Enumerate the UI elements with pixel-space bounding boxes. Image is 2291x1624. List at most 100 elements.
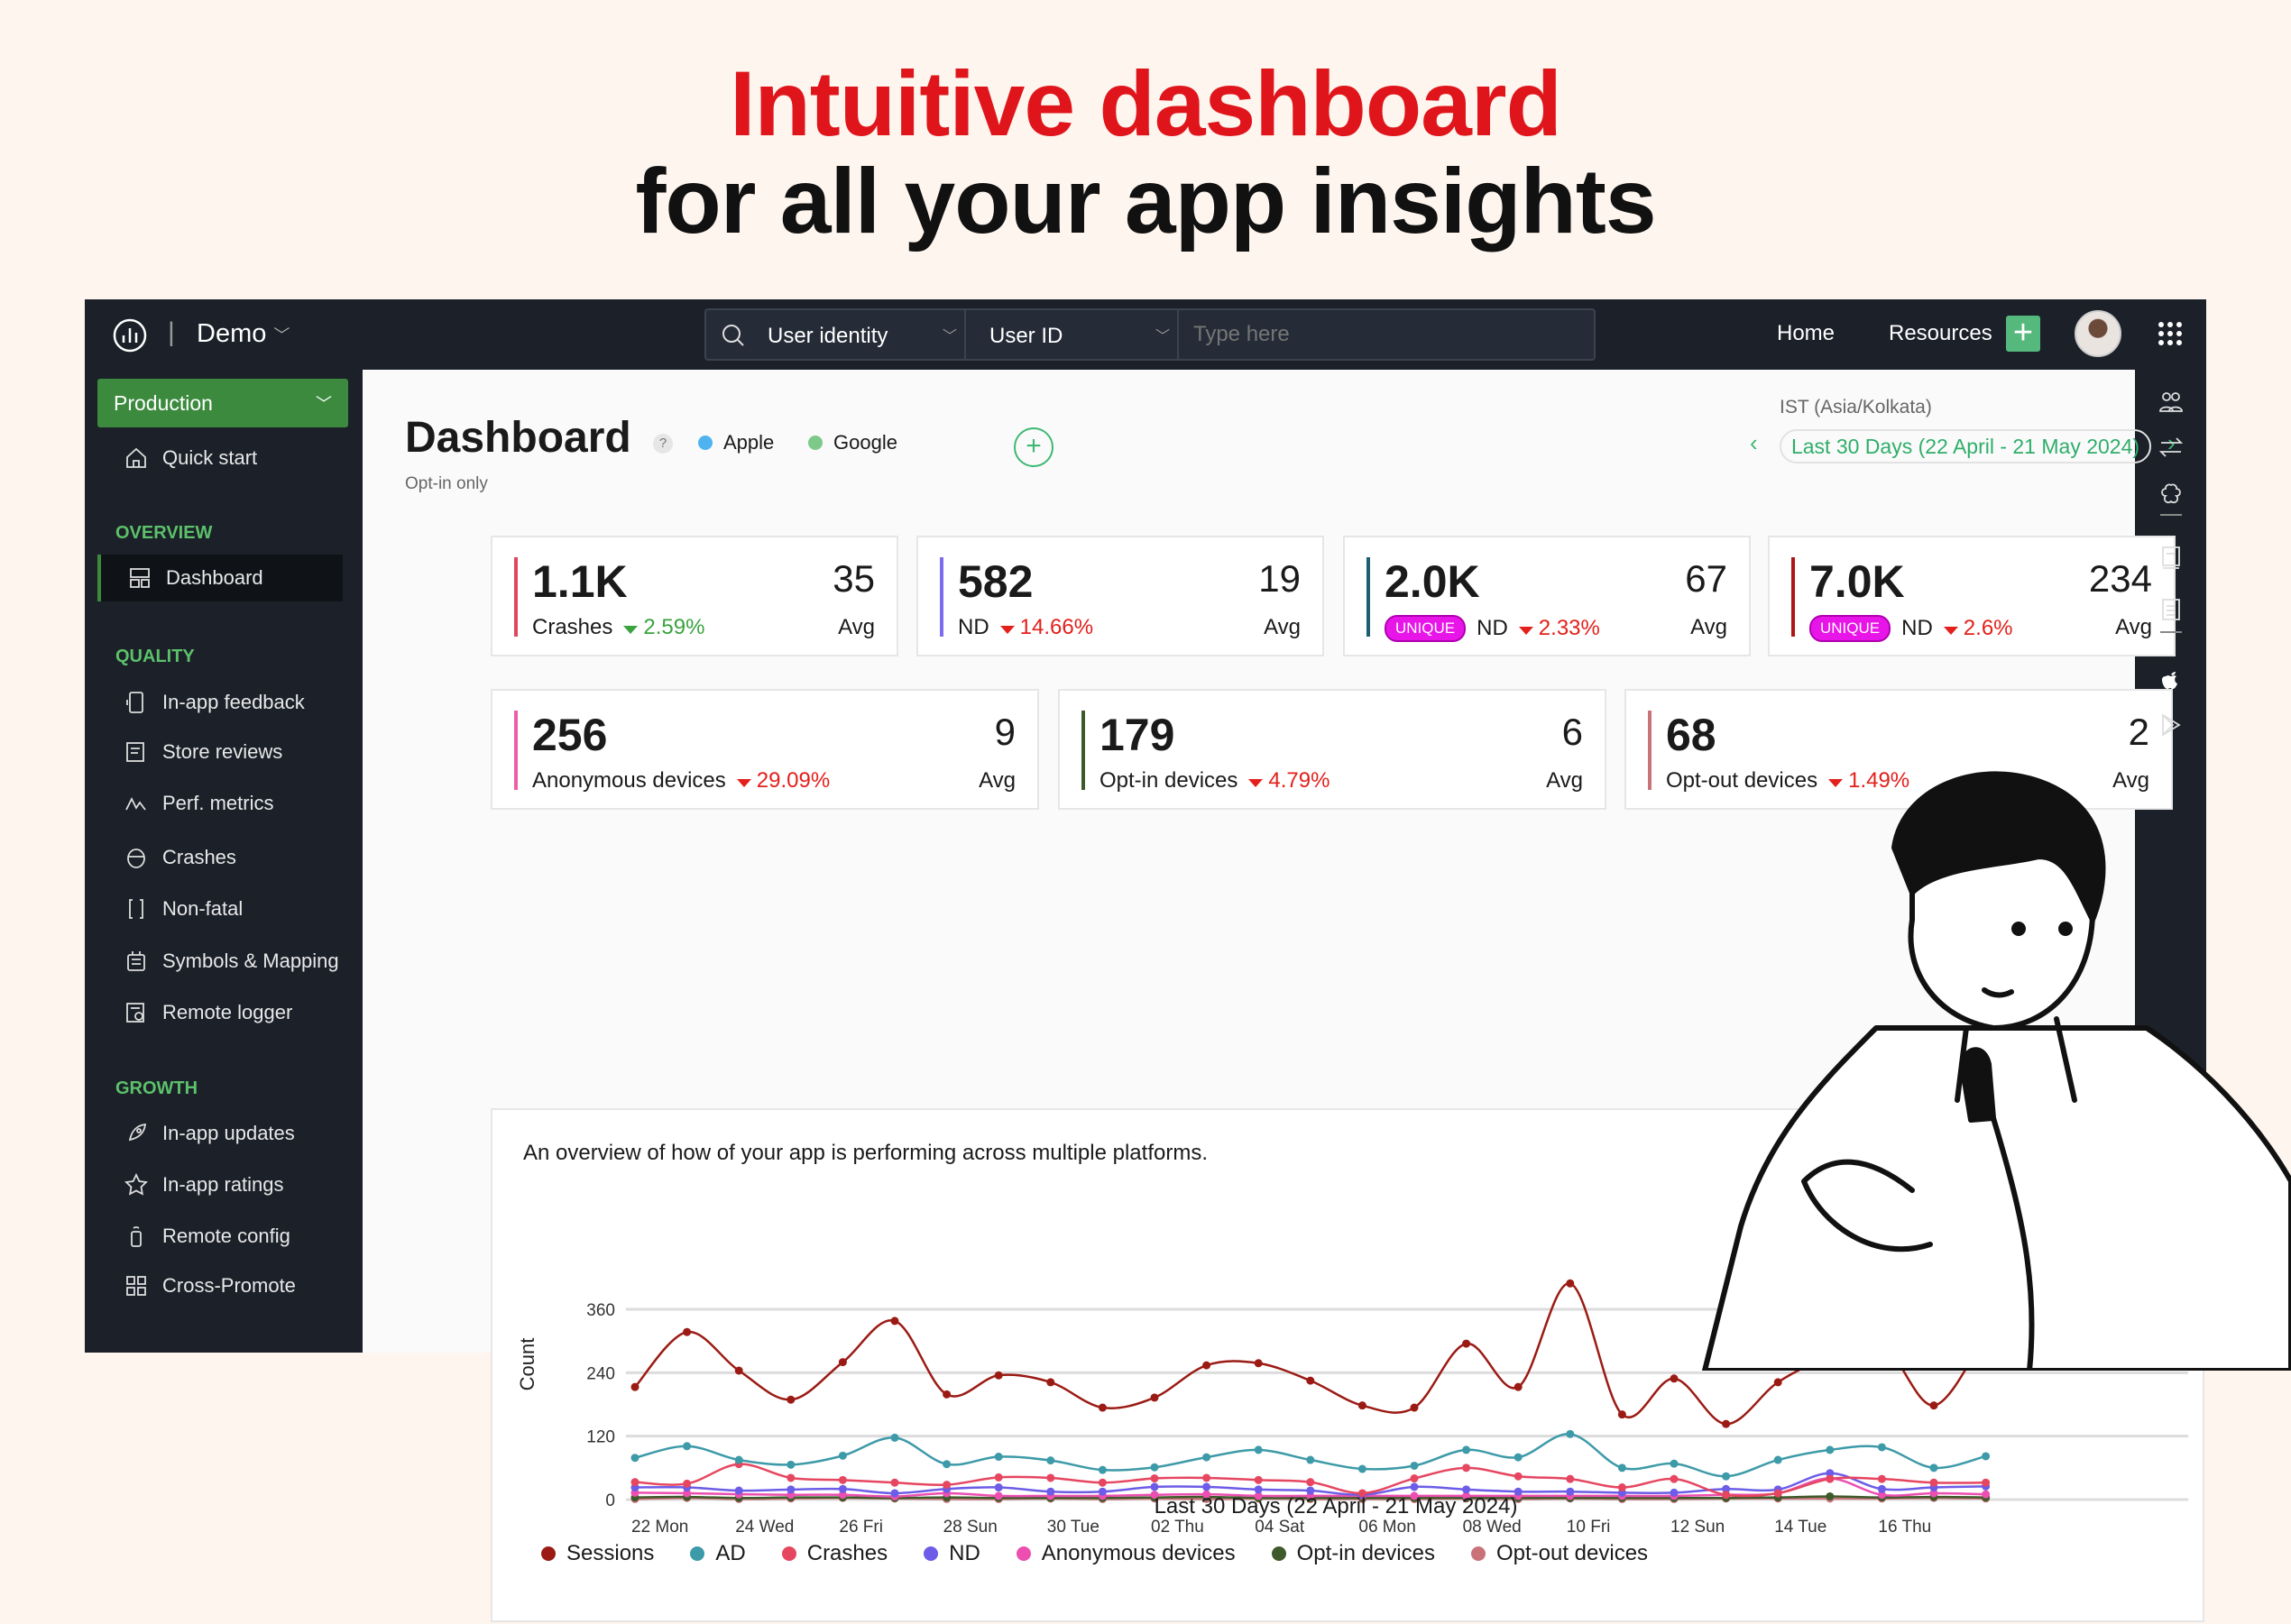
sidebar-item-label: Cross-Promote <box>162 1274 296 1297</box>
divider <box>964 310 966 359</box>
data-point <box>1566 1474 1575 1483</box>
document-icon[interactable] <box>2158 597 2184 622</box>
user-avatar[interactable] <box>2075 310 2121 357</box>
trend-down-icon <box>1943 627 1958 635</box>
card-accent-bar <box>1366 557 1370 637</box>
y-tick-label: 240 <box>586 1364 615 1383</box>
platform-apple[interactable]: Apple <box>698 431 774 454</box>
apple-icon[interactable] <box>2158 667 2184 693</box>
data-point <box>1462 1485 1471 1494</box>
dictionary-icon[interactable] <box>2158 545 2184 570</box>
prev-range-chevron-icon[interactable]: ‹ <box>1750 429 1758 456</box>
right-rail <box>2135 370 2206 1353</box>
platform-label: Google <box>833 431 897 454</box>
card-label: Anonymous devices <box>532 768 726 793</box>
card-value: 68 <box>1666 710 1716 760</box>
add-platform-button[interactable]: + <box>1014 427 1053 467</box>
card-avg-value: 6 <box>1561 711 1583 753</box>
symbols-icon <box>127 951 145 971</box>
sidebar-item-symbols-mapping[interactable]: Symbols & Mapping <box>97 938 343 985</box>
data-point <box>1098 1465 1107 1474</box>
data-point <box>1670 1459 1679 1468</box>
swap-icon[interactable] <box>2158 435 2184 460</box>
sidebar-item-quick-start[interactable]: Quick start <box>97 435 343 482</box>
card-label: Crashes <box>532 615 613 639</box>
sidebar-item-perf-metrics[interactable]: Perf. metrics <box>97 780 343 827</box>
dashboard-icon <box>130 568 150 588</box>
legend-item[interactable]: Crashes <box>781 1541 888 1566</box>
x-tick-label: 04 Sat <box>1255 1518 1305 1537</box>
card-change-value: 2.59% <box>643 615 705 639</box>
metric-card[interactable]: 582 19 ND 14.66% Avg <box>916 536 1324 656</box>
sidebar-item-remote-logger[interactable]: Remote logger <box>97 989 343 1036</box>
search-input[interactable] <box>1193 317 1581 352</box>
sidebar-item-cross-promote[interactable]: Cross-Promote <box>97 1262 343 1309</box>
metric-card[interactable]: 7.0K 234 UNIQUE ND 2.6% Avg <box>1768 536 2176 656</box>
search-field-select[interactable]: User ID ﹀ <box>989 324 1170 349</box>
project-selector[interactable]: Demo ﹀ <box>197 319 290 349</box>
metric-card[interactable]: 1.1K 35 Crashes 2.59% Avg <box>491 536 898 656</box>
add-button[interactable]: + <box>2006 316 2040 352</box>
data-point <box>1410 1461 1419 1470</box>
help-icon[interactable]: ? <box>653 434 673 454</box>
data-point <box>1410 1474 1419 1483</box>
apps-grid-icon[interactable] <box>2158 321 2183 346</box>
legend-item[interactable]: Anonymous devices <box>1016 1541 1236 1566</box>
metric-card[interactable]: 2.0K 67 UNIQUE ND 2.33% Avg <box>1343 536 1751 656</box>
chevron-down-icon: ﹀ <box>273 326 290 344</box>
legend-item[interactable]: Sessions <box>541 1541 654 1566</box>
sidebar-item-dashboard[interactable]: Dashboard <box>97 555 343 601</box>
data-point <box>1514 1453 1523 1462</box>
legend-item[interactable]: Opt-in devices <box>1271 1541 1435 1566</box>
feedback-icon <box>126 692 143 713</box>
users-icon[interactable] <box>2158 390 2184 415</box>
nav-home-link[interactable]: Home <box>1777 321 1836 345</box>
sidebar-item-remote-config[interactable]: Remote config <box>97 1213 343 1260</box>
data-point <box>1617 1463 1626 1473</box>
sidebar-item-store-reviews[interactable]: Store reviews <box>97 729 343 775</box>
platform-google[interactable]: Google <box>808 431 897 454</box>
sidebar-item-non-fatal[interactable]: Non-fatal <box>97 885 343 932</box>
x-tick-label: 08 Wed <box>1463 1518 1522 1537</box>
legend-item[interactable]: ND <box>924 1541 980 1566</box>
data-point <box>1150 1482 1159 1491</box>
legend-swatch <box>541 1546 556 1561</box>
data-point <box>1773 1455 1782 1464</box>
metric-card[interactable]: 256 9 Anonymous devices 29.09% Avg <box>491 689 1039 810</box>
card-avg-label: Avg <box>1690 615 1727 639</box>
legend-label: Crashes <box>806 1541 888 1565</box>
search-type-select[interactable]: User identity ﹀ <box>768 324 957 349</box>
sidebar-item-crashes[interactable]: Crashes <box>97 834 343 881</box>
metric-card[interactable]: 179 6 Opt-in devices 4.79% Avg <box>1058 689 1606 810</box>
data-point <box>1306 1478 1315 1487</box>
date-range-picker[interactable]: Last 30 Days (22 April - 21 May 2024) <box>1780 429 2151 463</box>
card-change-value: 4.79% <box>1268 768 1330 793</box>
sidebar-item-label: In-app feedback <box>162 691 305 713</box>
data-point <box>1982 1452 1991 1461</box>
sidebar-item-label: Symbols & Mapping <box>162 950 339 972</box>
google-play-icon[interactable] <box>2158 712 2184 738</box>
sidebar-item-in-app-updates[interactable]: In-app updates <box>97 1110 343 1157</box>
data-point <box>1410 1403 1419 1412</box>
apple-dot <box>698 436 713 450</box>
metric-card[interactable]: 68 2 Opt-out devices 1.49% Avg <box>1624 689 2173 810</box>
legend-item[interactable]: Opt-out devices <box>1470 1541 1648 1566</box>
card-label: Opt-in devices <box>1099 768 1238 793</box>
top-bar: | Demo ﹀ User identity ﹀ User ID ﹀ Home Res… <box>85 299 2206 370</box>
sidebar-item-in-app-ratings[interactable]: In-app ratings <box>97 1161 343 1208</box>
data-point <box>1514 1382 1523 1391</box>
series-line-ad <box>634 1433 1986 1478</box>
trend-down-icon <box>736 779 751 787</box>
data-point <box>994 1371 1003 1380</box>
trend-down-icon <box>1828 779 1844 787</box>
sidebar-item-in-app-feedback[interactable]: In-app feedback <box>97 679 343 726</box>
integrations-icon[interactable] <box>2158 482 2184 507</box>
legend-item[interactable]: AD <box>690 1541 746 1566</box>
data-point <box>1566 1279 1575 1288</box>
trend-down-icon <box>1518 627 1533 635</box>
legend-label: Sessions <box>566 1541 655 1565</box>
environment-select[interactable]: Production ﹀ <box>97 379 348 427</box>
legend-swatch <box>1470 1546 1486 1561</box>
nav-resources-link[interactable]: Resources <box>1889 321 1992 345</box>
x-tick-label: 16 Thu <box>1878 1518 1931 1537</box>
